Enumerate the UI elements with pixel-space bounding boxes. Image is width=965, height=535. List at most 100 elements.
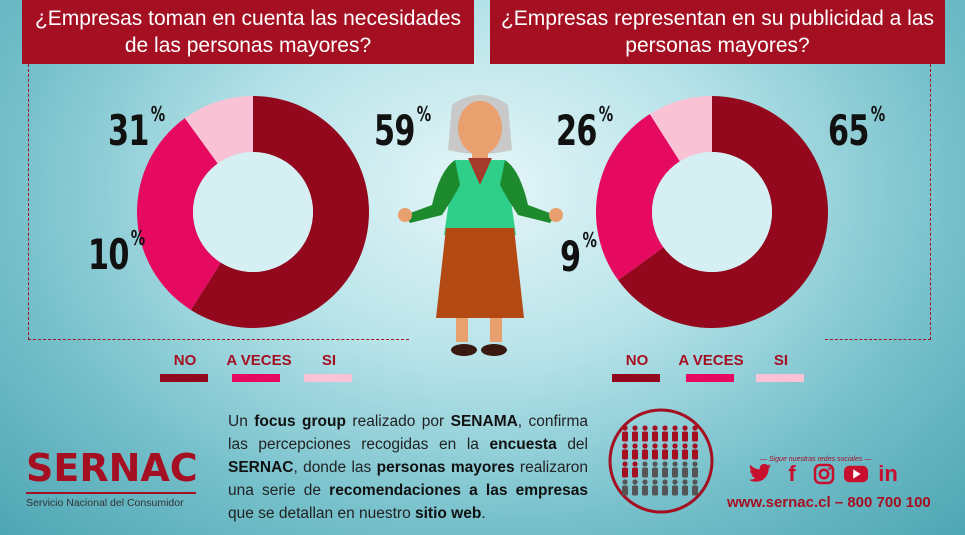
person-head [662, 461, 668, 467]
person-body [682, 431, 688, 442]
person-body [622, 485, 628, 496]
slice-a-veces [596, 114, 680, 281]
person-body [642, 467, 648, 478]
person-head [632, 443, 638, 449]
person-head [642, 479, 648, 485]
pct-label-right-aveces: 26% [556, 102, 613, 155]
legend-right-aveces-swatch [686, 374, 734, 382]
person-body [672, 467, 678, 478]
slice-no [190, 96, 370, 328]
person-head [652, 461, 658, 467]
logo-subtitle: Servicio Nacional del Consumidor [26, 497, 184, 509]
person-head [652, 425, 658, 431]
person-body [672, 431, 678, 442]
person-head [622, 461, 628, 467]
person-body [662, 431, 668, 442]
person-head [682, 461, 688, 467]
person-body [622, 449, 628, 460]
people-grid-icon [608, 408, 714, 514]
facebook-icon[interactable]: f [788, 461, 796, 486]
person-body [672, 485, 678, 496]
person-body [672, 449, 678, 460]
person-head [632, 425, 638, 431]
person-body [692, 467, 698, 478]
instagram-icon[interactable] [812, 462, 836, 486]
person-body [682, 449, 688, 460]
elderly-woman-illustration [398, 95, 563, 356]
question-right-banner: ¿Empresas representan en su publicidad a… [490, 0, 945, 64]
slice-a-veces [136, 118, 221, 310]
person-head [692, 461, 698, 467]
person-head [682, 443, 688, 449]
legend-right-si: SI [773, 352, 789, 369]
social-tagline: — Sigue nuestras redes sociales — [760, 456, 872, 463]
person-head [642, 443, 648, 449]
logo-wordmark: SERNAC [26, 446, 198, 490]
social-icons: f in [748, 461, 900, 486]
pct-label-right-si: 9% [560, 228, 597, 281]
question-right: ¿Empresas representan en su publicidad a… [500, 7, 935, 57]
legend-right-no-swatch [612, 374, 660, 382]
person-head [692, 479, 698, 485]
donut-chart-right [596, 96, 828, 328]
person-head [672, 425, 678, 431]
slice-no [618, 96, 828, 328]
person-body [632, 449, 638, 460]
legend-left-aveces-swatch [232, 374, 280, 382]
person-body [642, 485, 648, 496]
unit-label: % [582, 228, 597, 252]
linkedin-icon[interactable]: in [878, 461, 898, 486]
value-label: 26 [556, 106, 597, 155]
person-body [652, 431, 658, 442]
person-head [642, 461, 648, 467]
contact-info[interactable]: www.sernac.cl – 800 700 100 [727, 494, 931, 511]
pct-label-left-aveces: 31% [108, 102, 165, 155]
legend-left-si: SI [321, 352, 337, 369]
person-head [672, 479, 678, 485]
person-body [692, 449, 698, 460]
person-body [652, 485, 658, 496]
person-head [682, 425, 688, 431]
person-head [692, 425, 698, 431]
person-head [672, 443, 678, 449]
person-head [632, 479, 638, 485]
pct-label-left-no: 59% [374, 102, 431, 155]
person-head [652, 443, 658, 449]
person-body [622, 467, 628, 478]
legend-left-si-swatch [304, 374, 352, 382]
youtube-icon[interactable] [844, 462, 868, 486]
person-body [632, 431, 638, 442]
info-paragraph: Un focus group realizado por SENAMA, con… [228, 413, 588, 522]
unit-label: % [416, 102, 431, 126]
person-body [632, 485, 638, 496]
person-head [662, 479, 668, 485]
logo-divider [26, 492, 196, 494]
person-body [652, 467, 658, 478]
donut-hole [652, 152, 772, 272]
person-head [652, 479, 658, 485]
person-head [672, 461, 678, 467]
twitter-icon[interactable] [748, 462, 772, 486]
value-label: 10 [88, 230, 129, 279]
legend-left-aveces: A VECES [226, 352, 292, 369]
person-body [642, 449, 648, 460]
person-head [662, 443, 668, 449]
slice-si [184, 96, 253, 164]
person-body [662, 449, 668, 460]
question-left: ¿Empresas toman en cuenta las necesidade… [34, 7, 462, 57]
person-head [622, 479, 628, 485]
legend-right-si-swatch [756, 374, 804, 382]
pct-label-right-no: 65% [828, 102, 885, 155]
dashed-frame-left [28, 64, 409, 340]
person-body [622, 431, 628, 442]
sernac-logo: SERNAC Servicio Nacional del Consumidor [26, 448, 198, 509]
person-body [662, 467, 668, 478]
legend-right-no: NO [625, 352, 649, 369]
person-body [652, 449, 658, 460]
legend-right-aveces: A VECES [678, 352, 744, 369]
unit-label: % [130, 226, 145, 250]
person-body [662, 485, 668, 496]
pct-label-left-si: 10% [88, 226, 145, 279]
